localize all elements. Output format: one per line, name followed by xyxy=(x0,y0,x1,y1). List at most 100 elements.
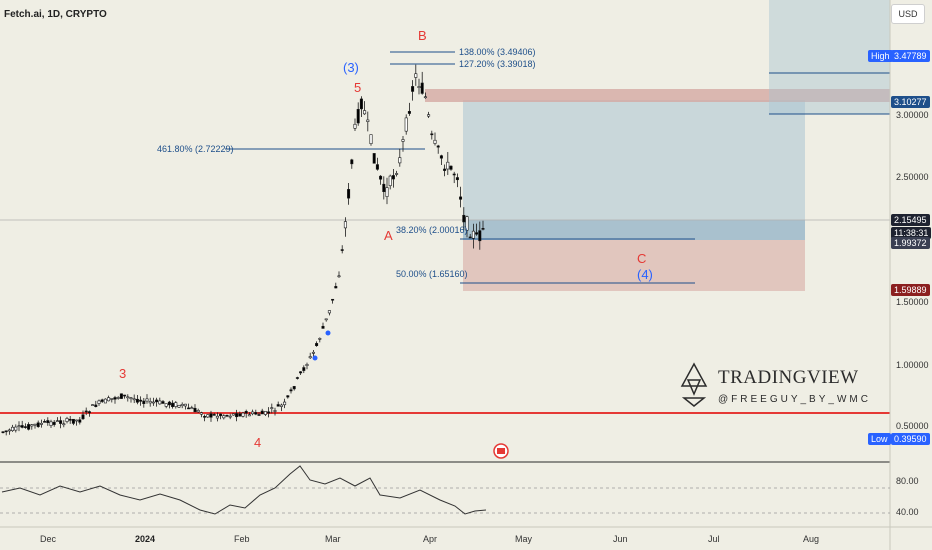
candle-body xyxy=(379,175,383,180)
candle-body xyxy=(43,421,47,423)
wave-label-4-major: (4) xyxy=(637,267,653,282)
candle-body xyxy=(231,413,235,416)
candle-body xyxy=(247,414,251,417)
candle-body xyxy=(81,414,85,420)
candle-body xyxy=(315,343,319,347)
candle-body xyxy=(289,389,293,392)
candle-body xyxy=(433,139,437,144)
candle-body xyxy=(222,415,226,419)
candle-body xyxy=(417,86,421,88)
candle-body xyxy=(471,230,475,239)
candle-body xyxy=(212,414,216,416)
candle-body xyxy=(366,119,370,122)
candle-body xyxy=(23,426,27,428)
candle-body xyxy=(427,114,431,117)
candle-body xyxy=(193,407,197,413)
candle-body xyxy=(340,249,344,251)
candle-body xyxy=(337,275,341,278)
economic-event-icon[interactable] xyxy=(493,443,509,459)
candle-body xyxy=(276,404,280,407)
candle-body xyxy=(59,420,63,424)
candle-body xyxy=(71,418,75,424)
candle-body xyxy=(459,196,463,200)
candle-body xyxy=(190,407,194,410)
candle-body xyxy=(369,134,373,145)
candle-body xyxy=(327,310,331,314)
time-tick: 2024 xyxy=(135,534,156,544)
candle-body xyxy=(164,403,168,407)
candle-body xyxy=(126,396,130,399)
candle-body xyxy=(62,423,66,426)
candle-body xyxy=(257,414,261,416)
candle-body xyxy=(292,386,296,390)
candle-body xyxy=(167,401,171,406)
candle-body xyxy=(183,403,187,407)
candle-body xyxy=(254,412,258,415)
fib-4618-label: 461.80% (2.72229) xyxy=(157,144,234,154)
price-tick: 1.50000 xyxy=(896,297,929,307)
candle-body xyxy=(196,410,200,413)
candle-body xyxy=(177,405,181,408)
candle-body xyxy=(52,421,56,425)
fib-1380-label: 138.00% (3.49406) xyxy=(459,47,536,57)
candle-body xyxy=(203,416,207,418)
candle-body xyxy=(455,177,459,181)
candle-body xyxy=(219,413,223,417)
candle-body xyxy=(225,414,229,417)
candle-body xyxy=(55,420,59,422)
price-tick: 1.00000 xyxy=(896,360,929,370)
candle-body xyxy=(350,159,354,165)
candle-body xyxy=(161,401,165,404)
candle-body xyxy=(132,398,136,401)
fib-1272-label: 127.20% (3.39018) xyxy=(459,59,536,69)
candle-body xyxy=(388,175,392,187)
candle-body xyxy=(324,318,328,321)
price-tick: 2.50000 xyxy=(896,172,929,182)
candle-body xyxy=(30,424,34,427)
high-price-tag: 3.47789 xyxy=(891,50,930,62)
symbol-info: Fetch.ai, 1D, CRYPTO xyxy=(4,9,107,20)
candle-body xyxy=(279,404,283,407)
candle-body xyxy=(311,351,315,354)
candle-body xyxy=(331,298,335,301)
candle-body xyxy=(155,399,159,403)
candle-body xyxy=(411,86,415,92)
candlestick-series xyxy=(1,64,485,436)
candle-body xyxy=(334,286,338,289)
candle-body xyxy=(295,377,299,379)
candle-body xyxy=(84,410,88,413)
high-label-tag: High xyxy=(868,50,893,62)
target-zone-box xyxy=(463,100,805,240)
candle-body xyxy=(359,98,363,110)
currency-button[interactable]: USD xyxy=(891,4,925,24)
candle-body xyxy=(46,420,50,423)
candle-body xyxy=(401,139,405,142)
candle-body xyxy=(129,397,133,400)
candle-body xyxy=(215,415,219,419)
candle-body xyxy=(78,419,82,423)
candle-body xyxy=(260,410,264,415)
candle-body xyxy=(267,411,271,414)
candle-body xyxy=(148,401,152,404)
candle-body xyxy=(347,189,351,199)
candle-body xyxy=(39,422,43,425)
candle-body xyxy=(228,415,232,418)
candle-body xyxy=(94,404,98,407)
candle-body xyxy=(87,411,91,414)
price-tick: 3.00000 xyxy=(896,110,929,120)
candle-body xyxy=(305,364,309,366)
candle-body xyxy=(7,429,11,432)
candle-body xyxy=(68,418,72,421)
wave-label-3-major: (3) xyxy=(343,60,359,75)
candle-body xyxy=(449,165,453,170)
candle-body xyxy=(123,394,127,397)
candle-body xyxy=(318,338,322,340)
candle-body xyxy=(187,407,191,410)
time-tick: Feb xyxy=(234,534,250,544)
fib-500-label: 50.00% (1.65160) xyxy=(396,269,468,279)
candle-body xyxy=(420,82,424,94)
candle-body xyxy=(436,145,440,148)
candle-body xyxy=(385,187,389,197)
candle-body xyxy=(174,402,178,407)
candle-body xyxy=(158,400,162,405)
